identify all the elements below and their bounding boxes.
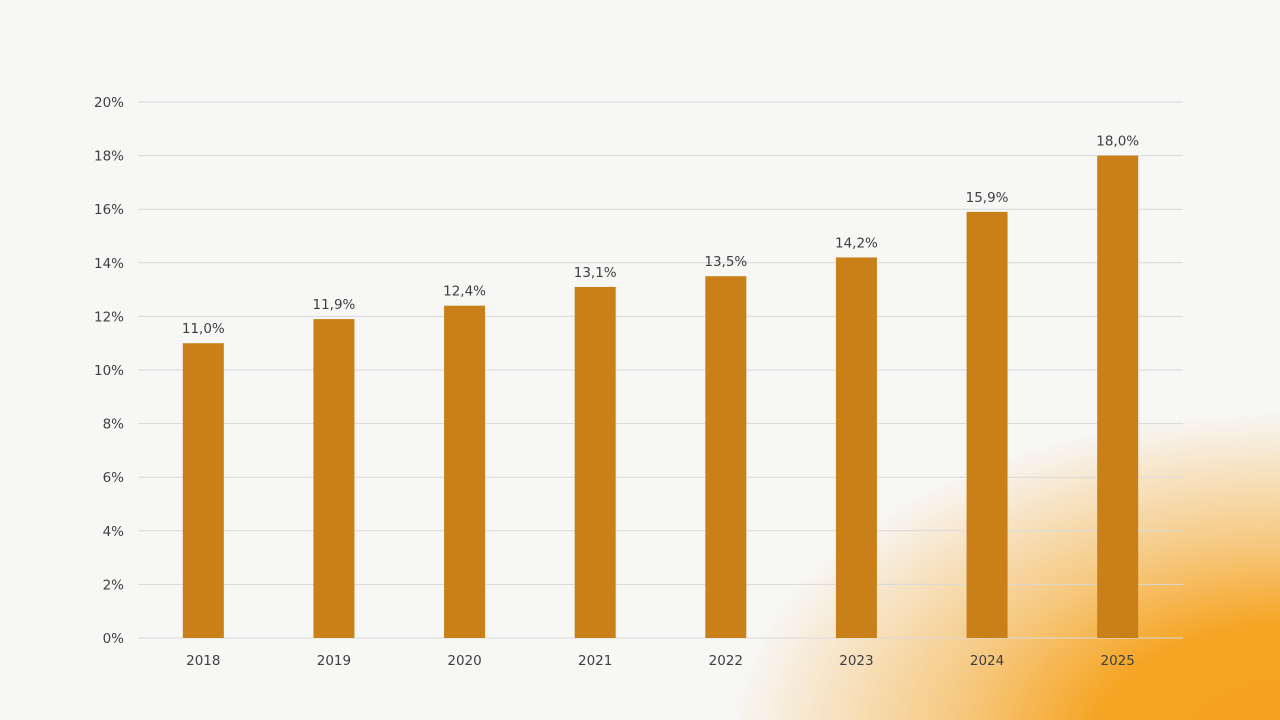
bar <box>444 305 486 638</box>
bar <box>182 343 224 638</box>
bar <box>1097 155 1139 638</box>
x-tick-label: 2024 <box>970 653 1004 669</box>
y-tick-label: 14% <box>94 256 124 272</box>
data-label: 15,9% <box>966 190 1009 206</box>
x-tick-label: 2023 <box>839 653 873 669</box>
y-tick-label: 4% <box>103 524 125 540</box>
data-label: 13,1% <box>574 265 617 281</box>
x-tick-label: 2025 <box>1101 653 1135 669</box>
bar <box>705 276 747 638</box>
data-label: 13,5% <box>704 254 747 270</box>
x-tick-label: 2018 <box>186 653 220 669</box>
data-label: 11,0% <box>182 321 225 337</box>
bar <box>835 257 877 638</box>
bar <box>966 211 1008 638</box>
x-tick-label: 2021 <box>578 653 612 669</box>
y-tick-label: 8% <box>103 417 125 433</box>
y-tick-label: 2% <box>103 577 125 593</box>
y-tick-label: 18% <box>94 149 124 165</box>
y-tick-label: 10% <box>94 363 124 379</box>
y-tick-label: 12% <box>94 309 124 325</box>
y-tick-label: 20% <box>94 95 124 111</box>
bar <box>574 286 616 638</box>
x-tick-label: 2020 <box>447 653 481 669</box>
x-tick-label: 2022 <box>709 653 743 669</box>
data-label: 14,2% <box>835 235 878 251</box>
y-tick-label: 16% <box>94 202 124 218</box>
y-tick-label: 6% <box>103 470 125 486</box>
data-label: 18,0% <box>1096 134 1139 150</box>
data-label: 12,4% <box>443 284 486 300</box>
data-label: 11,9% <box>312 297 355 313</box>
x-tick-label: 2019 <box>317 653 351 669</box>
bar <box>313 319 355 638</box>
y-tick-label: 0% <box>103 631 125 647</box>
